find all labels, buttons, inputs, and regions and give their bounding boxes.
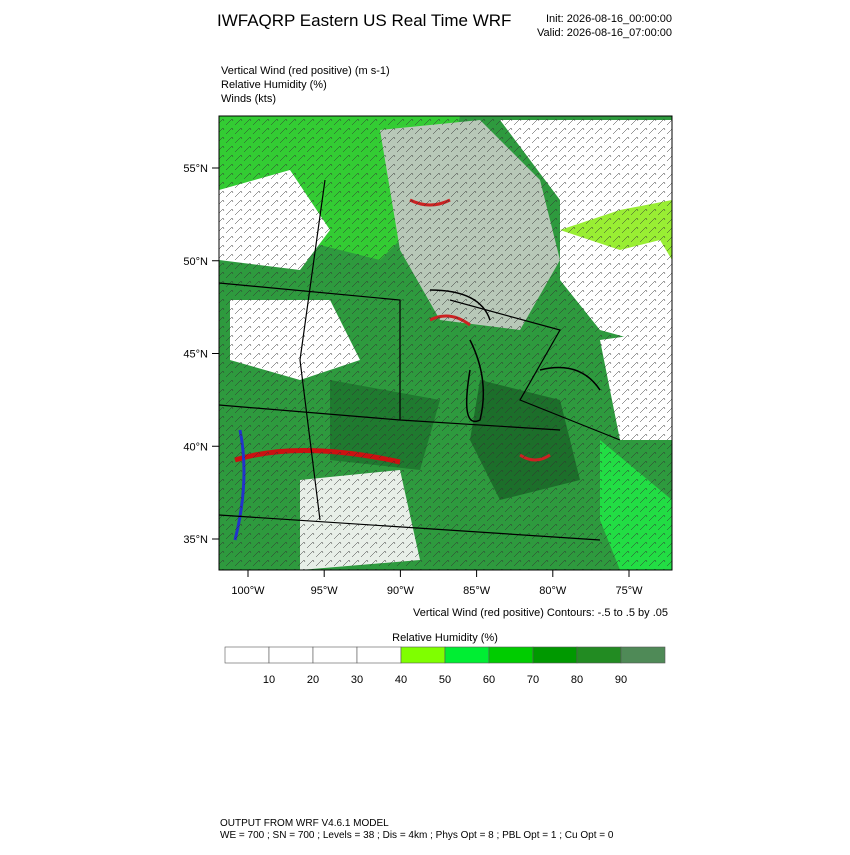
colorbar-label: 30 [351,674,363,686]
colorbar-label: 40 [395,674,407,686]
lon-label: 90°W [387,585,415,597]
field-label: Vertical Wind (red positive) (m s-1) [221,65,390,77]
field-label: Relative Humidity (%) [221,79,327,91]
lon-label: 80°W [539,585,567,597]
colorbar-box [576,646,622,664]
lat-label: 45°N [183,349,208,361]
footer: WE = 700 ; SN = 700 ; Levels = 38 ; Dis … [220,830,614,841]
lon-label: 95°W [311,585,339,597]
lon-label: 85°W [463,585,491,597]
colorbar-title: Relative Humidity (%) [392,632,498,644]
lat-label: 35°N [183,534,208,546]
field-label: Winds (kts) [221,93,276,105]
valid-time: Valid: 2026-08-16_07:00:00 [537,27,672,39]
map-ticks: 55°N 50°N 45°N 40°N 35°N 100°W 95°W 90°W 85°W 80°… [183,163,643,597]
lon-label: 75°W [615,585,643,597]
footer: OUTPUT FROM WRF V4.6.1 MODEL [220,818,389,829]
colorbar-label: 50 [439,674,451,686]
colorbar-label: 80 [571,674,583,686]
colorbar-label: 90 [615,674,627,686]
map [219,116,672,570]
colorbar-label: 20 [307,674,319,686]
lat-label: 55°N [183,163,208,175]
init-time: Init: 2026-08-16_00:00:00 [546,13,672,25]
colorbar-box [312,646,358,664]
colorbar: 10 20 30 40 50 60 70 80 90 [224,646,666,686]
colorbar-box [532,646,578,664]
contour-note: Vertical Wind (red positive) Contours: -… [413,607,668,619]
colorbar-box [268,646,314,664]
colorbar-box [356,646,402,664]
title: IWFAQRP Eastern US Real Time WRF [217,11,511,30]
colorbar-box [444,646,490,664]
colorbar-box [400,646,446,664]
colorbar-box [488,646,534,664]
colorbar-label: 70 [527,674,539,686]
lat-label: 40°N [183,441,208,453]
lat-label: 50°N [183,256,208,268]
map-frame [218,115,673,571]
colorbar-box [224,646,270,664]
lon-label: 100°W [231,585,265,597]
colorbar-label: 10 [263,674,275,686]
colorbar-label: 60 [483,674,495,686]
colorbar-box [620,646,666,664]
